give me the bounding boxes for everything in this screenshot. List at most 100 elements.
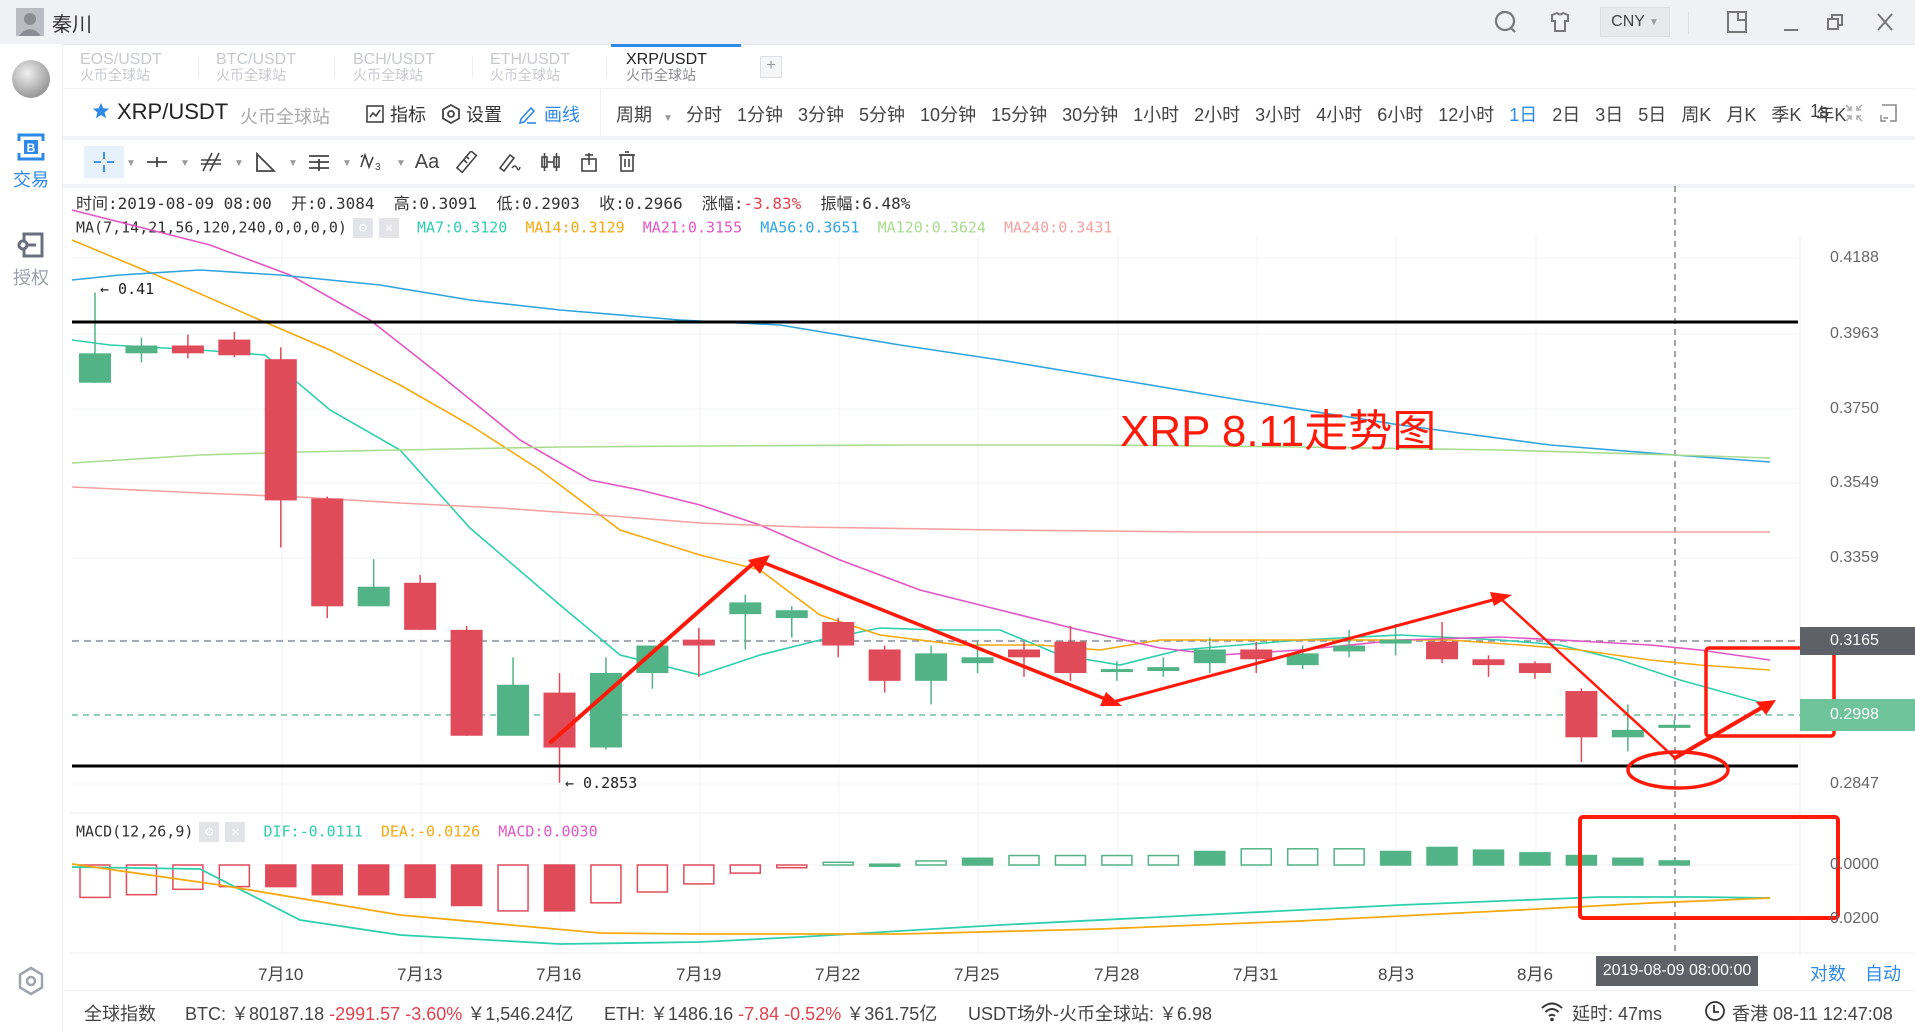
tab-xrp-usdt[interactable]: XRP/USDT 火币全球站 [611,44,741,88]
tab-bch-usdt[interactable]: BCH/USDT 火币全球站 [338,44,473,88]
period-12h[interactable]: 12小时 [1438,105,1495,125]
fullscreen-icon[interactable] [1878,103,1898,128]
ma-close-icon[interactable]: ✕ [378,218,399,238]
refresh-interval[interactable]: 1s [1810,101,1830,121]
sidebar-item-label: 授权 [13,268,49,288]
symbol-tabs [63,44,1915,89]
period-6h[interactable]: 6小时 [1377,105,1424,125]
ruler-tool[interactable] [452,146,482,178]
period-3min[interactable]: 3分钟 [798,105,845,125]
period-2h[interactable]: 2小时 [1194,105,1241,125]
chevron-down-icon[interactable]: ▼ [288,158,298,169]
triangle-tool[interactable] [250,146,280,178]
period-10min[interactable]: 10分钟 [920,105,977,125]
period-1min[interactable]: 1分钟 [737,105,784,125]
period-15min[interactable]: 15分钟 [991,105,1048,125]
lock-tool[interactable] [574,146,604,178]
tab-divider [334,56,335,78]
sidebar-item-label: 交易 [13,170,49,190]
restore-icon[interactable] [1820,6,1850,38]
shrink-icon[interactable] [1844,103,1864,128]
period-month[interactable]: 月K [1726,105,1757,125]
period-fenshi[interactable]: 分时 [686,105,722,125]
period-dropdown[interactable]: 周期 ▼ [616,101,673,127]
minimize-icon[interactable] [1776,6,1806,38]
period-1d[interactable]: 1日 [1509,105,1538,125]
add-tab-button[interactable]: + [760,56,782,78]
crosshair-tool[interactable] [84,146,124,178]
eth-change: -7.84 [738,1004,780,1024]
auto-scale-button[interactable]: 自动 [1865,964,1901,984]
log-scale-button[interactable]: 对数 [1810,964,1846,984]
fib-tool[interactable] [304,146,334,178]
text-tool[interactable]: Aa [414,150,440,173]
btc-ticker: BTC: ￥80187.18 -2991.57 -3.60% ￥1,546.24… [185,1000,573,1026]
period-3d[interactable]: 3日 [1595,105,1624,125]
candle [1286,653,1319,666]
eraser-tool[interactable] [494,146,524,178]
macd-bar [1472,849,1505,866]
candle-tool[interactable] [536,146,566,178]
price-tick: 0.3549 [1830,474,1879,491]
settings-icon[interactable] [16,966,46,996]
skin-icon[interactable] [1544,6,1576,38]
tab-btc-usdt[interactable]: BTC/USDT 火币全球站 [201,44,336,88]
period-1h[interactable]: 1小时 [1133,105,1180,125]
draw-line-button[interactable]: 画线 [518,101,580,127]
candle [1565,691,1598,738]
period-3h[interactable]: 3小时 [1255,105,1302,125]
ma-settings-icon[interactable]: ⚙ [352,218,373,238]
clock-time: 香港 08-11 12:47:08 [1732,1004,1893,1024]
close-label: 收: [599,194,625,213]
parallel-line-tool[interactable] [196,146,226,178]
sidebar-item-trade[interactable]: B 交易 [0,132,62,192]
macd-bar [125,864,158,896]
date-tick: 7月28 [1094,965,1140,984]
latency-value: 47ms [1618,1004,1663,1024]
btc-price: ￥80187.18 [231,1004,325,1024]
favorite-star-icon[interactable] [92,102,110,125]
macd-close-icon[interactable]: ✕ [225,822,246,842]
global-index-label: 全球指数 [84,1004,156,1024]
period-2d[interactable]: 2日 [1552,105,1581,125]
macd-bar [822,861,854,866]
period-quarter[interactable]: 季K [1771,105,1802,125]
price-tick: 0.3963 [1830,325,1879,342]
period-30min[interactable]: 30分钟 [1062,105,1119,125]
search-icon[interactable] [1490,6,1522,38]
chevron-down-icon[interactable]: ▼ [342,158,352,169]
currency-select[interactable]: CNY ▼ [1600,7,1670,37]
tab-eos-usdt[interactable]: EOS/USDT 火币全球站 [65,44,200,88]
period-5d[interactable]: 5日 [1638,105,1667,125]
ma-label: MA(7,14,21,56,120,240,0,0,0,0) [76,218,347,237]
chevron-down-icon[interactable]: ▼ [234,158,244,169]
close-icon[interactable] [1870,6,1900,38]
chevron-down-icon[interactable]: ▼ [180,158,190,169]
period-week[interactable]: 周K [1681,105,1712,125]
chevron-down-icon[interactable]: ▼ [396,158,406,169]
sidebar-item-auth[interactable]: 授权 [0,230,62,290]
wave-tool[interactable]: 3 [356,146,388,178]
candle [264,359,297,501]
user-name: 秦川 [52,14,92,36]
macd-bar [729,864,762,874]
horizontal-line-tool[interactable] [142,146,172,178]
layout-icon[interactable] [1722,6,1752,38]
indicator-button[interactable]: 指标 [366,101,426,127]
user-avatar-icon[interactable] [16,8,44,36]
macd-bar [1147,854,1180,866]
period-5min[interactable]: 5分钟 [859,105,906,125]
chevron-down-icon[interactable]: ▼ [126,158,136,169]
settings-button[interactable]: 设置 [442,101,502,127]
macd-settings-icon[interactable]: ⚙ [199,822,220,842]
period-4h[interactable]: 4小时 [1316,105,1363,125]
period-year[interactable]: 年K [1816,105,1847,125]
close-value: 0.2966 [624,194,683,213]
macd-bar [1101,854,1133,866]
tab-eth-usdt[interactable]: ETH/USDT 火币全球站 [475,44,610,88]
candle [729,602,762,615]
key-icon [16,230,46,260]
parallel-line-icon [201,152,221,172]
delete-tool[interactable] [612,146,642,178]
